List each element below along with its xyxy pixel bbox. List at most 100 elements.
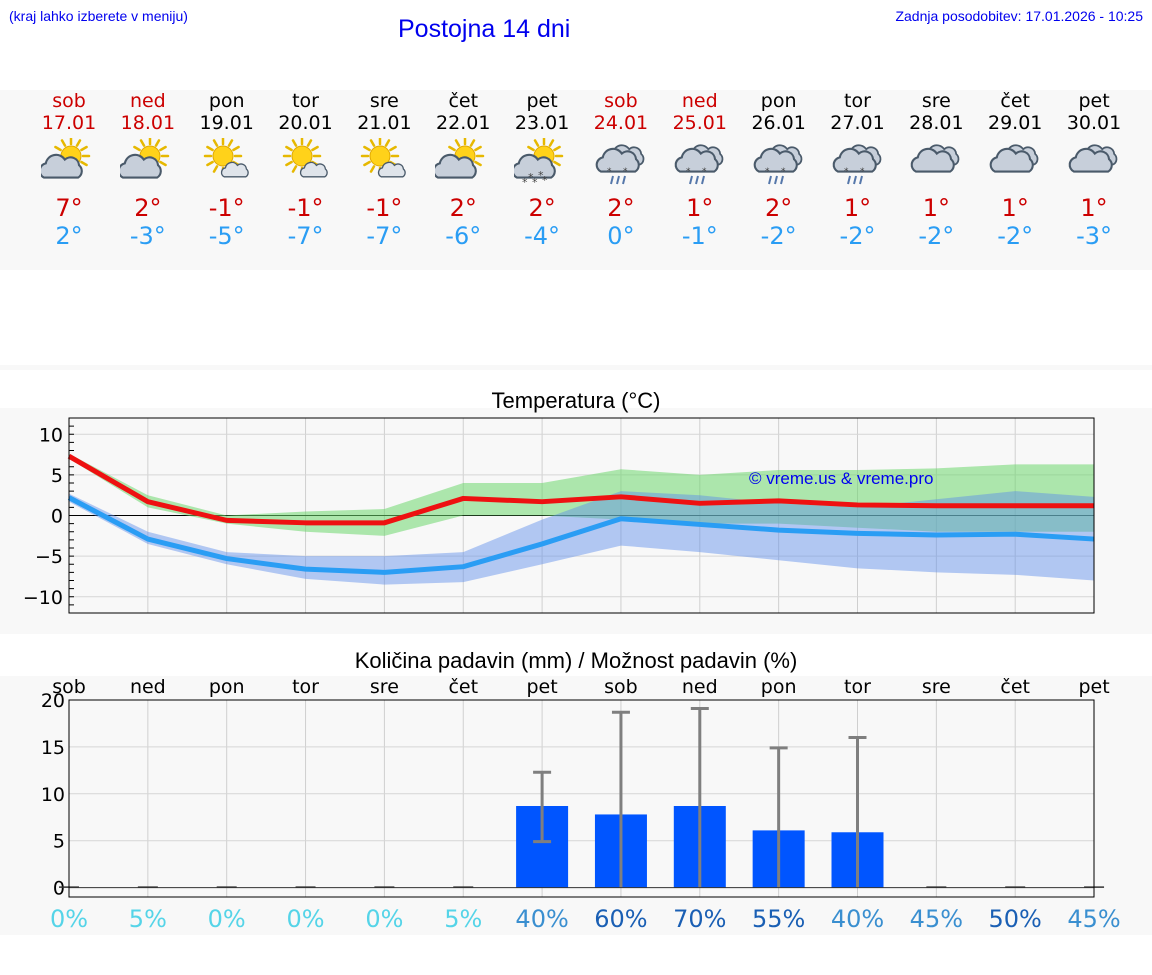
sun-cloud-icon bbox=[117, 136, 176, 188]
max-temp: 7° bbox=[55, 194, 83, 222]
cloud-shape bbox=[911, 147, 956, 173]
rain-drop bbox=[609, 175, 614, 185]
location-hint: (kraj lahko izberete v meniju) bbox=[9, 8, 188, 24]
temp-frame bbox=[68, 417, 1095, 614]
day-date: 24.01 bbox=[593, 112, 649, 134]
day-name: sre bbox=[369, 90, 399, 112]
rain-drop bbox=[767, 175, 772, 185]
sun-ray bbox=[205, 160, 214, 167]
day-column: ned 25.01 * * 1° -1° bbox=[660, 90, 740, 250]
max-temp: 1° bbox=[922, 194, 950, 222]
sun-disc bbox=[291, 145, 313, 167]
precip-y-tick: 15 bbox=[41, 737, 65, 759]
snowflake: * bbox=[542, 174, 548, 187]
cloud-shape bbox=[117, 153, 162, 179]
cloud-icon bbox=[908, 138, 964, 188]
day-column: pon 19.01 -1° -5° bbox=[187, 90, 267, 250]
rain-drop bbox=[694, 175, 699, 185]
day-column: ned 18.01 2° -3° bbox=[108, 90, 188, 250]
max-temp: 2° bbox=[134, 194, 162, 222]
max-temp: 1° bbox=[1080, 194, 1108, 222]
watermark: © vreme.us & vreme.pro bbox=[749, 469, 933, 488]
precip-x-label: sob bbox=[604, 676, 638, 698]
precip-x-label: čet bbox=[1000, 676, 1030, 698]
cloud-shape bbox=[299, 161, 328, 178]
day-name: tor bbox=[292, 90, 319, 112]
cloud-shape bbox=[432, 153, 478, 179]
precip-x-label: ned bbox=[682, 676, 718, 698]
sun-ray bbox=[231, 145, 240, 152]
precip-probability: 60% bbox=[594, 905, 647, 933]
day-column: sre 21.01 -1° -7° bbox=[344, 90, 424, 250]
cloud-sleet-icon: * * bbox=[751, 138, 807, 188]
max-temp: -1° bbox=[366, 194, 403, 222]
sun-ray bbox=[54, 145, 62, 152]
sun-ray bbox=[448, 145, 457, 152]
max-temp: 2° bbox=[449, 194, 477, 222]
day-date: 21.01 bbox=[357, 112, 412, 134]
sun-small-cloud-icon bbox=[356, 136, 412, 188]
precip-frame bbox=[68, 699, 1095, 898]
sun-cloud-icon bbox=[38, 136, 97, 188]
min-temp: -4° bbox=[524, 222, 561, 250]
divider bbox=[0, 365, 1152, 370]
rain-drop bbox=[779, 175, 784, 185]
day-name: čet bbox=[1000, 90, 1030, 112]
sun-ray bbox=[553, 145, 561, 152]
max-temp-band bbox=[69, 453, 1095, 536]
day-column: pet 23.01 * * * * * 2° -4° bbox=[502, 90, 582, 250]
day-name: sre bbox=[921, 90, 951, 112]
sun-ray bbox=[455, 139, 461, 147]
cloud-shape bbox=[1068, 147, 1113, 173]
day-date: 22.01 bbox=[436, 112, 491, 134]
sun-ray bbox=[158, 145, 167, 152]
min-temp: -2° bbox=[760, 222, 797, 250]
precip-probability: 0% bbox=[365, 905, 403, 933]
snowflake: * bbox=[528, 171, 534, 184]
temp-y-tick: 5 bbox=[51, 465, 63, 487]
sun-ray bbox=[548, 139, 555, 147]
max-temp: 1° bbox=[843, 194, 872, 222]
sun-cloud-snow-icon: * * * * * bbox=[511, 136, 570, 189]
cloud-icon bbox=[1066, 138, 1122, 188]
temp-y-tick: −5 bbox=[35, 546, 63, 568]
precip-probability: 45% bbox=[1067, 905, 1120, 933]
sun-ray bbox=[291, 165, 297, 173]
temp-y-tick: −10 bbox=[23, 587, 63, 609]
max-temp: -1° bbox=[208, 194, 245, 222]
min-temp-band bbox=[69, 491, 1095, 585]
cloud-icon bbox=[987, 138, 1043, 188]
day-column: pon 26.01 * * 2° -2° bbox=[739, 90, 819, 250]
sun-ray bbox=[363, 160, 372, 167]
rain-drop bbox=[615, 175, 620, 185]
cloud-shape bbox=[832, 147, 877, 173]
sun-ray bbox=[370, 165, 376, 173]
max-temp: 2° bbox=[528, 194, 556, 222]
min-temp: -6° bbox=[445, 222, 482, 250]
rain-drop bbox=[688, 175, 693, 185]
min-temp-line bbox=[67, 495, 1095, 575]
snowflake: * bbox=[781, 167, 786, 177]
day-name: sob bbox=[604, 90, 638, 112]
day-date: 23.01 bbox=[514, 112, 570, 134]
day-date: 19.01 bbox=[199, 112, 254, 134]
precip-probability: 5% bbox=[444, 905, 482, 933]
day-date: 20.01 bbox=[278, 112, 333, 134]
cloud-shape bbox=[511, 153, 556, 179]
cloud-shape bbox=[753, 147, 798, 173]
max-temp: 2° bbox=[765, 194, 793, 222]
day-name: ned bbox=[681, 90, 718, 112]
snowflake: * bbox=[607, 167, 612, 177]
day-name: tor bbox=[844, 90, 871, 112]
precip-probability: 0% bbox=[208, 905, 246, 933]
day-name: ned bbox=[129, 90, 166, 112]
day-name: sob bbox=[52, 90, 86, 112]
max-temp: 1° bbox=[1001, 194, 1029, 222]
max-temp: -1° bbox=[287, 194, 324, 222]
precip-y-tick: 10 bbox=[41, 784, 65, 806]
cloud-sleet-icon: * * bbox=[672, 138, 728, 188]
precip-plot-area bbox=[69, 700, 1094, 897]
day-name: pon bbox=[208, 90, 245, 112]
day-name: pet bbox=[526, 90, 558, 112]
rain-drop bbox=[852, 175, 857, 185]
